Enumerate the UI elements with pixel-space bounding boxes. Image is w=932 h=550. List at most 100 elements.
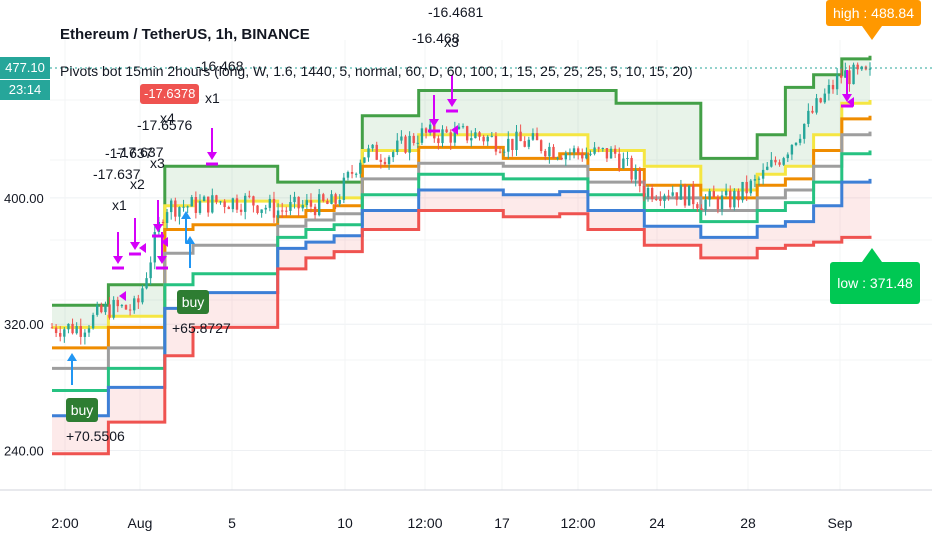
candle-body [778,162,781,165]
low-label: low : 371.48 [830,262,920,304]
candle-body [207,196,210,213]
candle-body [91,314,95,329]
candle-body [733,190,736,208]
candle-body [564,153,568,160]
sell-annotation-4: -17.6576 [137,117,193,133]
candle-body [634,169,637,180]
low-label-pointer [862,248,882,262]
candle-body [622,158,625,169]
candle-body [642,186,646,197]
candle-body [527,139,531,147]
candle-body [511,138,514,150]
y-tick-label: 400.00 [4,191,44,206]
candle-body [663,195,666,201]
candle-body [108,304,111,318]
candle-body [844,70,847,78]
candle-body [498,151,502,153]
candle-body [700,208,703,211]
x-tick-label: 12:00 [560,515,595,531]
sell-annotation-6: -16.468 [196,58,244,74]
signal-markers [67,70,854,385]
candle-body [827,84,831,94]
candle-body [745,181,748,194]
x-tick-label: 5 [228,515,236,531]
x-tick-label: 28 [740,515,756,531]
candle-body [692,185,695,205]
candle-body [502,151,506,153]
candle-body [507,138,510,152]
candle-body [539,140,543,151]
candle-body [371,144,374,149]
candle-body [367,148,370,158]
y-axis-ticks: 240.00 320.00 400.00 [4,191,44,459]
candle-body [71,323,74,334]
candle-body [548,146,551,157]
sell-annotation-2: -17.637 [105,145,153,161]
candle-body [137,298,140,303]
candle-body [174,200,177,217]
candle-body [576,148,580,154]
series-line-6 [52,209,872,456]
candle-body [239,209,243,212]
candle-body [638,169,642,187]
candle-body [141,288,144,303]
sell-arrow-head [113,256,123,264]
candle-body [572,148,576,153]
candle-body [280,210,284,212]
candle-body [519,131,522,142]
candle-body [59,333,62,337]
signal-triangle [119,291,126,301]
sell-annotation-7-count: x3 [444,34,459,50]
candle-body [618,153,621,169]
candle-body [63,329,66,337]
x-tick-label: 10 [337,515,353,531]
candle-body [379,159,383,162]
candle-body [231,198,235,210]
candle-body [305,200,309,206]
candle-body [696,204,699,209]
candle-body [486,136,489,142]
candle-body [441,129,444,144]
candle-body [675,192,679,200]
buy-signal-1: buy [66,398,98,422]
candle-body [256,205,259,213]
candle-body [391,152,395,158]
sell-annotation-1: -17.637 [93,166,141,182]
candle-body [248,195,251,197]
candle-body [786,154,789,159]
candle-body [67,323,70,330]
candle-body [396,140,399,153]
candle-body [535,133,539,141]
candle-body [400,136,403,141]
sell-annotation-2-count: x2 [130,176,145,192]
sell-annotation-8: -16.4681 [428,4,484,20]
candle-body [650,188,654,200]
candle-body [766,166,769,170]
candle-body [309,200,313,207]
candle-body [124,305,128,310]
series-lines [52,55,872,456]
candle-body [182,206,185,208]
candle-body [581,153,584,159]
candle-body [671,192,674,196]
x-tick-label: Aug [128,515,153,531]
candle-body [354,173,358,175]
candle-body [852,64,855,85]
candle-body [774,159,777,163]
candle-body [461,126,465,128]
candle-body [470,138,473,141]
candle-body [753,179,757,181]
candle-body [679,185,683,200]
lower-band-fill [52,178,870,454]
sell-arrow-head [207,152,217,160]
candle-body [544,150,547,157]
candle-body [609,148,613,159]
series-line-0 [52,55,872,307]
candle-body [75,326,78,334]
candle-body [856,64,859,70]
x-tick-label: 17 [494,515,510,531]
candle-body [285,210,288,212]
candle-body [96,305,99,315]
candle-body [794,142,798,145]
candle-body [556,157,559,159]
